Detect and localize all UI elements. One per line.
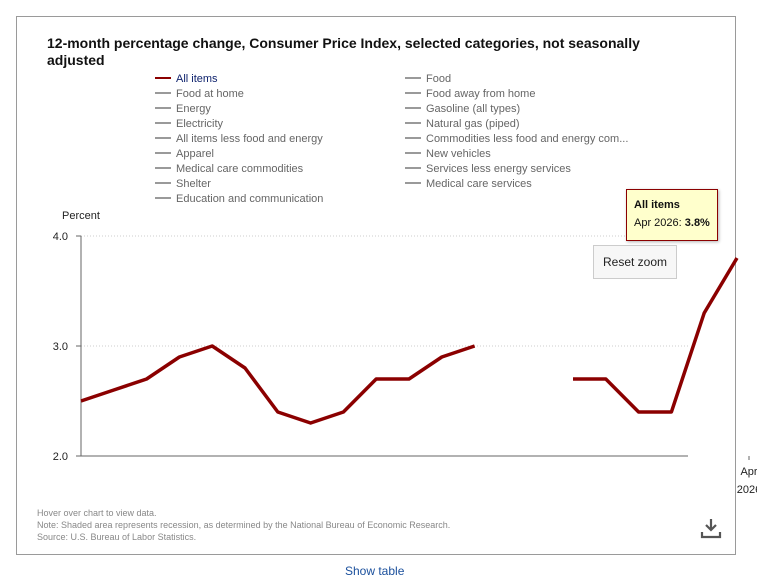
legend-item[interactable]: All items xyxy=(155,72,218,86)
legend-swatch xyxy=(405,92,421,95)
show-table-link[interactable]: Show table xyxy=(345,564,405,578)
legend-swatch xyxy=(405,167,421,170)
legend-swatch xyxy=(405,77,421,80)
hover-hint: Hover over chart to view data. xyxy=(37,508,157,518)
legend-swatch xyxy=(155,137,171,140)
legend-label: Medical care commodities xyxy=(176,163,304,175)
legend-label: Food away from home xyxy=(426,88,536,100)
legend-swatch xyxy=(155,122,171,125)
series-line xyxy=(80,344,476,425)
legend-label: Gasoline (all types) xyxy=(426,103,521,115)
tooltip-label: Apr 2026: xyxy=(634,217,682,229)
x-tick-label-month: Apr xyxy=(740,466,757,478)
legend-item[interactable]: Medical care commodities xyxy=(155,162,303,176)
legend-item[interactable]: Food away from home xyxy=(405,87,535,101)
reset-zoom-button[interactable]: Reset zoom xyxy=(593,245,677,279)
legend-swatch xyxy=(155,92,171,95)
legend-label: Food xyxy=(426,73,452,85)
legend-item[interactable]: Apparel xyxy=(155,147,214,161)
legend-swatch xyxy=(405,182,421,185)
legend-item[interactable]: Food at home xyxy=(155,87,244,101)
legend-item[interactable]: Commodities less food and energy com... xyxy=(405,132,628,146)
series-line xyxy=(573,257,739,414)
legend-label: Shelter xyxy=(176,178,211,190)
legend-label: Services less energy services xyxy=(426,163,571,175)
download-icon[interactable] xyxy=(700,517,722,539)
legend-label: Medical care services xyxy=(426,178,532,190)
x-tick-label-year: 2026 xyxy=(737,484,757,496)
data-tooltip: All items Apr 2026: 3.8% xyxy=(626,189,718,241)
tooltip-title: All items xyxy=(634,199,680,211)
legend-item[interactable]: All items less food and energy xyxy=(155,132,323,146)
y-tick-label: 4.0 xyxy=(53,231,68,243)
legend-item[interactable]: Energy xyxy=(155,102,211,116)
legend-item[interactable]: Electricity xyxy=(155,117,223,131)
recession-note: Note: Shaded area represents recession, … xyxy=(37,520,451,530)
legend-label: Apparel xyxy=(176,148,214,160)
tooltip-value: 3.8% xyxy=(684,217,710,229)
legend-label: Food at home xyxy=(176,88,244,100)
legend-label: Energy xyxy=(176,103,211,115)
legend-label: All items less food and energy xyxy=(176,133,323,145)
chart-frame xyxy=(16,16,736,555)
legend-swatch xyxy=(155,107,171,110)
legend-item[interactable]: Shelter xyxy=(155,177,211,191)
legend-label: Electricity xyxy=(176,118,224,130)
chart-title: 12-month percentage change, Consumer Pri… xyxy=(47,35,640,68)
legend-label: New vehicles xyxy=(426,148,491,160)
legend-item[interactable]: Services less energy services xyxy=(405,162,571,176)
legend-item[interactable]: Natural gas (piped) xyxy=(405,117,520,131)
legend-swatch xyxy=(405,137,421,140)
source-note: Source: U.S. Bureau of Labor Statistics. xyxy=(37,532,197,542)
legend-label: Commodities less food and energy com... xyxy=(426,133,629,145)
y-tick-label: 2.0 xyxy=(53,451,68,463)
legend-label: Education and communication xyxy=(176,193,324,205)
legend-item[interactable]: Gasoline (all types) xyxy=(405,102,520,116)
legend-swatch xyxy=(155,197,171,200)
y-axis-label: Percent xyxy=(62,210,100,222)
legend-swatch xyxy=(155,182,171,185)
legend-swatch xyxy=(155,152,171,155)
legend-swatch xyxy=(405,122,421,125)
legend-label: All items xyxy=(176,73,218,85)
legend-swatch xyxy=(155,167,171,170)
legend-swatch xyxy=(405,152,421,155)
chart-notes: Hover over chart to view data. Note: Sha… xyxy=(37,507,450,543)
legend-item[interactable]: New vehicles xyxy=(405,147,491,161)
legend-swatch xyxy=(405,107,421,110)
legend-swatch xyxy=(155,77,171,80)
legend-label: Natural gas (piped) xyxy=(426,118,520,130)
legend-item[interactable]: Food xyxy=(405,72,451,86)
legend-item[interactable]: Education and communication xyxy=(155,192,323,206)
y-tick-label: 3.0 xyxy=(53,341,68,353)
legend-item[interactable]: Medical care services xyxy=(405,177,532,191)
